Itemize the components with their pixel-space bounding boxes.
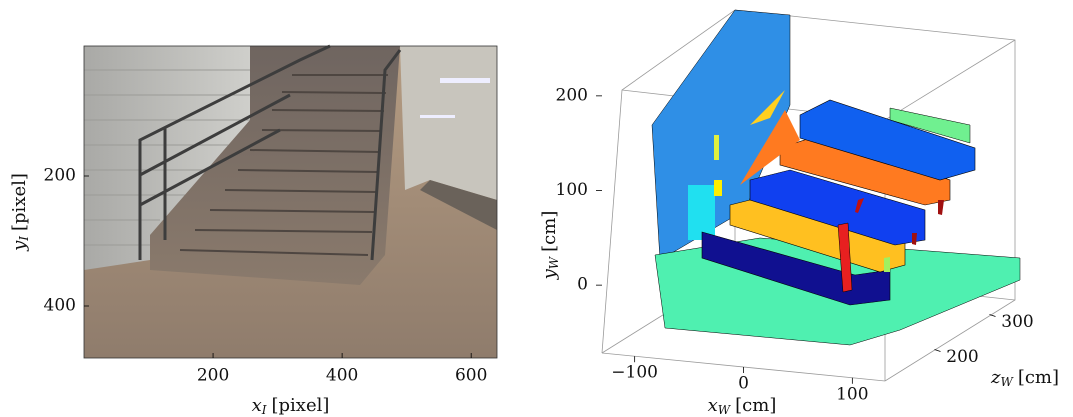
axis-unit: [cm]: [1018, 367, 1059, 388]
y-axis-label: yW[cm]: [539, 211, 561, 281]
x-tick-label: −100: [611, 363, 658, 383]
axis-unit: [cm]: [735, 395, 776, 416]
axis-unit: [pixel]: [272, 395, 330, 416]
axis-var: x: [708, 395, 718, 416]
axis-unit: [cm]: [539, 211, 560, 252]
y-tick-label: 100: [556, 180, 588, 200]
z-tick-label: 200: [946, 347, 978, 367]
y-tick-label: 200: [44, 166, 76, 186]
x-axis-label: xW[cm]: [708, 395, 777, 417]
scene: [602, 10, 1020, 381]
x-tick-label: 600: [455, 366, 487, 386]
z-axis-label: zW [cm]: [990, 367, 1059, 389]
z-tick-label: 300: [1001, 312, 1033, 332]
z-tick: [935, 350, 941, 352]
axis-sub: W: [547, 255, 561, 269]
y-tick-label: 400: [44, 296, 76, 316]
y-tick-label: 0: [577, 275, 588, 295]
axis-sub: I: [17, 236, 31, 242]
figure: 200400600200400xI[pixel]yI[pixel]−100010…: [0, 0, 1073, 417]
axis-sub: W: [718, 403, 732, 417]
x-tick-label: 200: [197, 366, 229, 386]
x-tick-label: 400: [326, 366, 358, 386]
axis-var: x: [252, 395, 262, 416]
x-tick-label: 100: [836, 384, 868, 404]
x-tick-label: 0: [738, 374, 749, 394]
photo: [84, 46, 497, 358]
y-tick-label: 200: [556, 85, 588, 105]
axis-sub: I: [261, 403, 267, 417]
y-axis-label: yI[pixel]: [9, 173, 31, 252]
axis-var: z: [990, 367, 1001, 388]
x-axis-label: xI [pixel]: [252, 395, 330, 417]
axis-sub: W: [1000, 375, 1014, 389]
axis-unit: [pixel]: [9, 173, 30, 231]
